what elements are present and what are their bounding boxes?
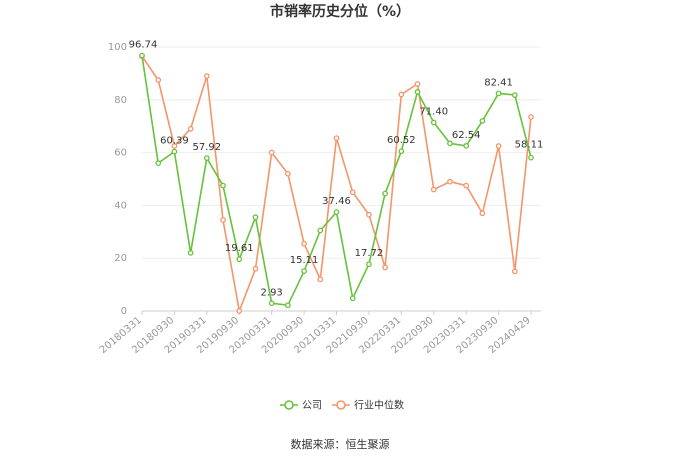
data-label: 57.92 [193, 142, 222, 153]
data-point[interactable] [317, 227, 324, 234]
y-axis: 0 20 40 60 80 100 [108, 42, 127, 317]
data-point[interactable] [366, 211, 372, 218]
data-point[interactable] [155, 160, 162, 167]
source-note: 数据来源：恒生聚源 [291, 437, 390, 451]
data-point[interactable] [139, 52, 145, 59]
y-tick-label: 20 [114, 253, 127, 264]
data-point[interactable] [495, 143, 502, 149]
data-point[interactable] [528, 154, 534, 161]
data-point[interactable] [511, 268, 518, 275]
legend-item[interactable]: 公司 [280, 400, 322, 412]
data-point[interactable] [366, 261, 372, 268]
data-label: 37.46 [322, 196, 351, 207]
data-point[interactable] [382, 264, 388, 271]
series-lines [141, 55, 532, 314]
data-label: 17.72 [355, 248, 384, 259]
data-point[interactable] [333, 135, 340, 141]
data-label: 2.93 [261, 287, 283, 298]
data-point[interactable] [236, 308, 243, 314]
data-point[interactable] [414, 89, 421, 95]
data-point[interactable] [463, 143, 470, 149]
y-tick-label: 80 [114, 95, 127, 106]
data-point[interactable] [236, 256, 243, 263]
data-point[interactable] [187, 125, 194, 132]
chart-title: 市销率历史分位（%） [270, 3, 410, 20]
y-tick-label: 40 [114, 200, 127, 211]
data-point[interactable] [171, 143, 178, 149]
legend-label: 公司 [302, 401, 322, 412]
data-label: 62.54 [452, 130, 481, 141]
legend-label: 行业中位数 [354, 399, 404, 412]
data-label: 60.52 [387, 135, 416, 146]
data-point[interactable] [495, 90, 502, 97]
data-label: 19.61 [225, 243, 254, 254]
data-point[interactable] [528, 114, 534, 120]
legend[interactable]: 公司 行业中位数 [280, 399, 404, 412]
data-point[interactable] [155, 77, 162, 83]
data-point[interactable] [398, 91, 405, 98]
data-point[interactable] [171, 148, 178, 155]
data-point[interactable] [268, 149, 275, 156]
series-points [139, 52, 534, 314]
data-label: 71.40 [419, 107, 448, 118]
data-point[interactable] [301, 240, 307, 247]
data-point[interactable] [511, 92, 518, 98]
data-point[interactable] [430, 186, 437, 193]
data-point[interactable] [268, 300, 275, 307]
data-point[interactable] [301, 268, 307, 274]
data-point[interactable] [333, 209, 340, 215]
y-tick-label: 0 [121, 306, 127, 317]
y-tick-label: 100 [108, 42, 127, 53]
data-point[interactable] [479, 210, 486, 217]
data-point[interactable] [252, 214, 259, 221]
data-label: 15.11 [290, 255, 319, 266]
data-point[interactable] [285, 170, 291, 177]
grid [142, 46, 541, 312]
data-point[interactable] [285, 302, 291, 309]
data-label: 96.74 [129, 40, 158, 51]
data-point[interactable] [220, 182, 226, 189]
data-point[interactable] [187, 250, 194, 256]
data-point[interactable] [203, 155, 210, 161]
series-line-0 [141, 55, 532, 307]
data-point[interactable] [382, 190, 388, 197]
data-label: 82.41 [484, 77, 513, 88]
data-point[interactable] [220, 217, 226, 223]
data-point[interactable] [398, 148, 405, 155]
data-point[interactable] [349, 295, 356, 302]
data-labels: 96.74 60.39 57.92 19.61 2.93 15.11 37.46 17.72 6… [129, 40, 544, 299]
data-point[interactable] [414, 81, 421, 87]
series-line-1 [141, 55, 532, 314]
data-point[interactable] [252, 265, 259, 272]
data-point[interactable] [349, 189, 356, 196]
data-point[interactable] [447, 178, 453, 185]
data-point[interactable] [479, 118, 486, 124]
data-label: 60.39 [160, 136, 189, 147]
x-axis: 2018033120180930201903312019093020200331… [98, 311, 533, 356]
data-point[interactable] [317, 276, 324, 283]
y-tick-label: 60 [114, 148, 127, 159]
data-point[interactable] [447, 140, 453, 147]
data-label: 58.11 [515, 140, 544, 151]
legend-item[interactable]: 行业中位数 [332, 399, 404, 412]
data-point[interactable] [430, 119, 437, 126]
legend-swatch-marker [284, 400, 294, 410]
legend-swatch-marker [336, 400, 346, 410]
data-point[interactable] [203, 73, 210, 79]
data-point[interactable] [463, 182, 470, 189]
